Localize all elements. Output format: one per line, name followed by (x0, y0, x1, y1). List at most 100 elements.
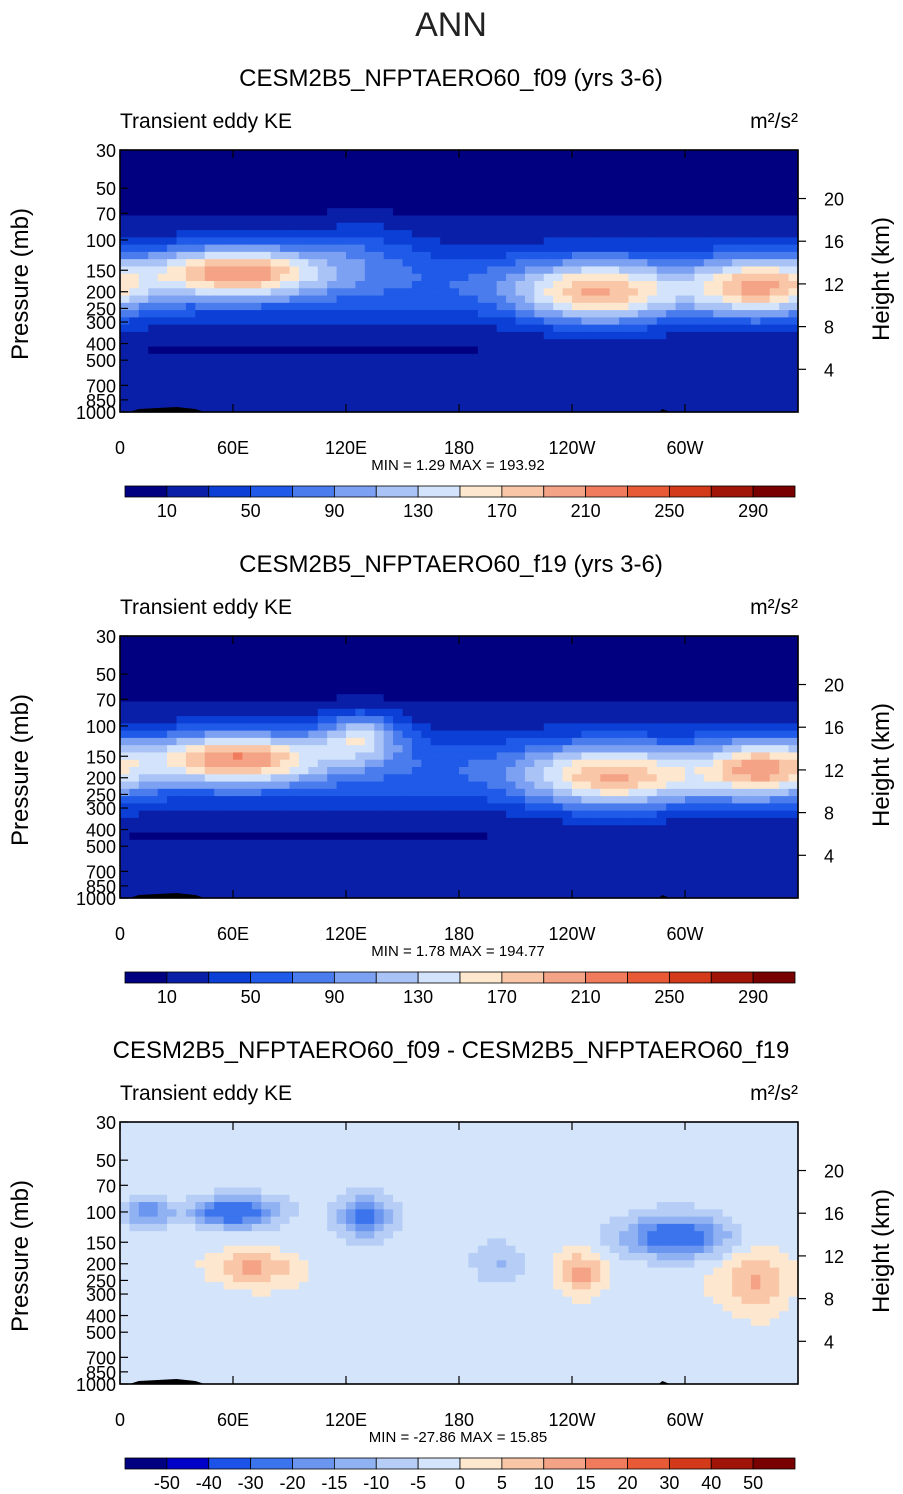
field-cell (223, 636, 234, 644)
field-cell (195, 847, 206, 855)
field-cell (355, 361, 366, 369)
field-cell (468, 259, 479, 268)
field-cell (120, 164, 131, 173)
field-cell (383, 368, 394, 377)
field-cell (393, 854, 404, 863)
field-cell (741, 672, 752, 681)
field-cell (364, 774, 375, 783)
field-cell (270, 730, 281, 739)
field-cell (298, 331, 309, 340)
field-cell (496, 157, 507, 166)
field-cell (572, 404, 583, 413)
field-cell (289, 767, 300, 775)
field-cell (685, 716, 696, 724)
field-cell (430, 208, 441, 217)
field-cell (204, 752, 215, 761)
field-cell (459, 222, 470, 231)
field-cell (336, 288, 347, 297)
field-cell (298, 708, 309, 717)
field-cell (195, 324, 206, 333)
field-cell (741, 171, 752, 180)
field-cell (167, 251, 178, 260)
field-cell (204, 686, 215, 695)
field-cell (195, 353, 206, 362)
field-cell (148, 339, 159, 348)
field-cell (148, 237, 159, 246)
field-cell (666, 157, 677, 166)
field-cell (280, 832, 291, 841)
field-cell (581, 708, 592, 717)
field-cell (637, 723, 648, 732)
field-cell (148, 375, 159, 384)
field-cell (534, 397, 545, 406)
field-cell (515, 832, 526, 841)
field-cell (195, 745, 206, 754)
field-cell (223, 150, 234, 158)
field-cell (280, 774, 291, 783)
field-cell (138, 157, 149, 166)
field-cell (364, 810, 375, 819)
field-cell (477, 317, 488, 326)
field-cell (298, 244, 309, 253)
field-cell (656, 382, 667, 391)
field-cell (298, 215, 309, 224)
field-cell (449, 179, 460, 187)
field-cell (666, 251, 677, 260)
field-cell (204, 317, 215, 326)
colorbar-box (375, 485, 419, 498)
field-cell (524, 375, 535, 384)
field-cell (280, 839, 291, 848)
field-cell (233, 803, 244, 812)
field-cell (562, 679, 573, 688)
field-cell (214, 244, 225, 253)
field-cell (750, 368, 761, 377)
field-cell (298, 781, 309, 790)
field-cell (176, 745, 187, 754)
field-cell (459, 273, 470, 282)
field-cell (732, 382, 743, 391)
field-cell (675, 636, 686, 644)
field-cell (506, 679, 517, 688)
field-cell (788, 716, 799, 724)
field-cell (468, 788, 479, 797)
field-cell (233, 331, 244, 340)
field-cell (204, 382, 215, 391)
field-cell (477, 854, 488, 863)
field-cell (308, 737, 319, 746)
field-cell (346, 179, 357, 187)
field-cell (703, 215, 714, 224)
field-cell (242, 825, 253, 834)
field-cell (628, 259, 639, 268)
field-cell (788, 331, 799, 340)
field-cell (204, 259, 215, 268)
field-cell (270, 745, 281, 754)
field-cell (487, 222, 498, 231)
field-cell (383, 193, 394, 202)
field-cell (741, 752, 752, 761)
field-cell (223, 368, 234, 377)
field-cell (496, 331, 507, 340)
field-cell (336, 643, 347, 652)
field-cell (411, 701, 422, 710)
field-cell (261, 251, 272, 260)
field-cell (534, 679, 545, 688)
field-cell (666, 752, 677, 761)
field-cell (459, 745, 470, 754)
field-cell (515, 259, 526, 268)
field-cell (637, 353, 648, 362)
field-cell (553, 839, 564, 848)
field-cell (421, 171, 432, 180)
field-cell (750, 179, 761, 187)
field-cell (562, 346, 573, 355)
field-cell (449, 803, 460, 812)
field-cell (308, 643, 319, 652)
field-cell (411, 817, 422, 826)
field-cell (590, 222, 601, 231)
field-cell (364, 310, 375, 318)
field-cell (656, 361, 667, 369)
field-cell (656, 752, 667, 761)
field-cell (506, 150, 517, 158)
field-cell (270, 397, 281, 406)
field-cell (270, 832, 281, 841)
field-cell (336, 796, 347, 804)
